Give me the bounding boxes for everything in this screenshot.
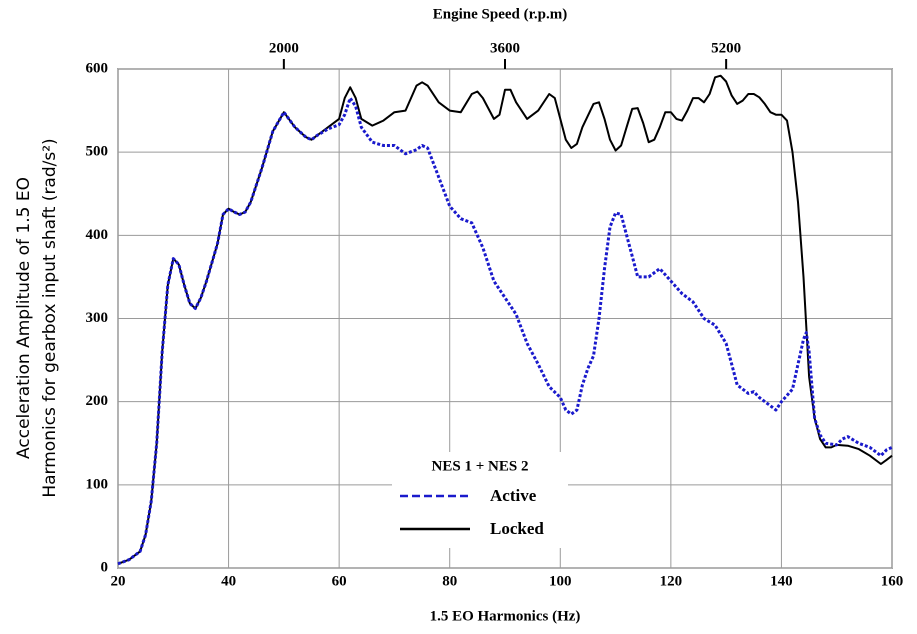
top-tick-label: 5200 (711, 40, 741, 56)
lines (117, 74, 893, 566)
series-line (117, 96, 893, 566)
x-tick-label: 20 (111, 573, 126, 589)
legend-label: Active (490, 486, 537, 505)
top-axis-title: Engine Speed (r.p.m) (433, 6, 567, 22)
y-tick-label: 300 (86, 310, 109, 326)
legend: NES 1 + NES 2 Active Locked (392, 452, 568, 548)
x-tick-label: 80 (442, 573, 457, 589)
legend-title: NES 1 + NES 2 (432, 458, 529, 474)
series-line (117, 74, 893, 565)
x-axis-title: 1.5 EO Harmonics (Hz) (430, 608, 581, 624)
legend-box (392, 452, 568, 548)
x-tick-label: 100 (549, 573, 572, 589)
y-tick-label: 200 (86, 393, 109, 409)
axes: 20 40 60 80 100 120 140 160 0 100 200 300 400 500 600 2… (86, 40, 904, 589)
y-tick-label: 0 (101, 559, 109, 575)
x-tick-label: 40 (221, 573, 236, 589)
y-tick-label: 500 (86, 144, 109, 160)
top-tick-label: 3600 (490, 40, 520, 56)
x-tick-label: 160 (881, 573, 904, 589)
legend-label: Locked (490, 519, 544, 538)
y-tick-label: 100 (86, 476, 109, 492)
x-tick-label: 60 (332, 573, 347, 589)
y-tick-label: 400 (86, 227, 109, 243)
x-tick-label: 140 (770, 573, 793, 589)
y-tick-label: 600 (86, 60, 109, 76)
x-tick-label: 120 (660, 573, 683, 589)
y-axis-title: Harmonics for gearbox input shaft (rad/s… (40, 138, 60, 497)
top-tick-label: 2000 (269, 40, 299, 56)
y-axis-title: Acceleration Amplitude of 1.5 EO (14, 177, 34, 459)
